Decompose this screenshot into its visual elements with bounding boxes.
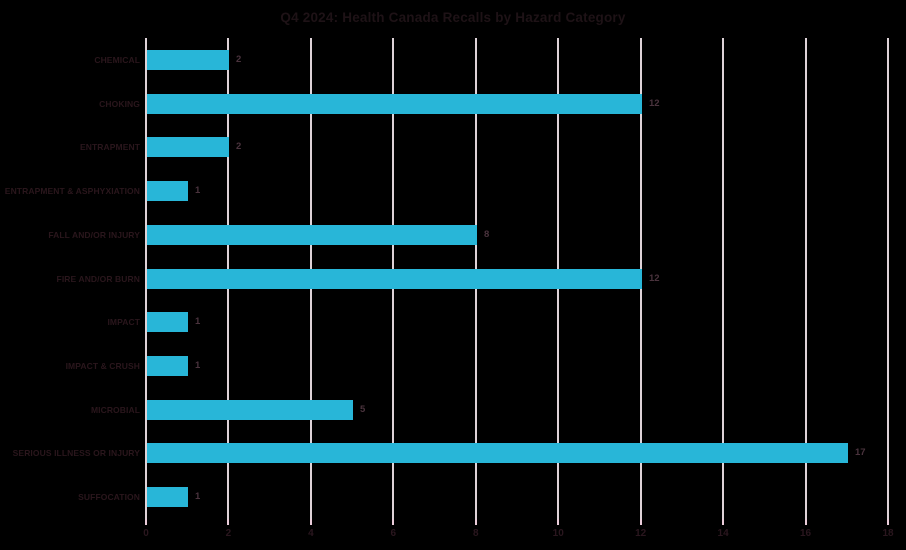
category-label: SERIOUS ILLNESS OR INJURY [12, 448, 140, 458]
x-tick-label: 0 [143, 528, 149, 539]
x-tick-mark [309, 519, 312, 525]
x-tick-label: 8 [472, 528, 479, 539]
x-tick-mark [474, 519, 477, 525]
x-tick-mark [557, 519, 560, 525]
category-label: ENTRAPMENT [79, 142, 140, 152]
bar-value-label: 1 [195, 316, 201, 327]
category-label: IMPACT & CRUSH [65, 361, 140, 371]
bar [147, 312, 188, 332]
gridline [887, 38, 889, 519]
x-tick-mark [145, 519, 147, 525]
bar-value-label: 12 [649, 98, 660, 109]
x-tick-label: 6 [390, 528, 397, 539]
bar [147, 50, 229, 70]
x-tick-mark [392, 519, 395, 525]
x-tick-mark [722, 519, 725, 525]
category-label: CHEMICAL [94, 55, 140, 65]
bar-value-label: 8 [484, 229, 490, 240]
bar-value-label: 1 [195, 491, 201, 502]
bar-value-label: 2 [236, 54, 242, 65]
plot-area: 2 12 2 1 8 12 1 1 5 17 1 [145, 38, 889, 519]
x-tick-label: 12 [635, 528, 647, 539]
x-tick-label: 4 [308, 528, 314, 539]
category-label: CHOKING [99, 99, 140, 109]
x-tick-label: 2 [225, 528, 232, 539]
bar-value-label: 12 [649, 273, 660, 284]
category-label: MICROBIAL [90, 405, 140, 415]
category-label: FALL AND/OR INJURY [48, 230, 140, 240]
x-tick-label: 10 [552, 528, 564, 539]
bar [147, 269, 642, 289]
x-tick-label: 14 [717, 528, 729, 539]
bar-value-label: 17 [855, 447, 866, 458]
category-label: ENTRAPMENT & ASPHYXIATION [4, 186, 140, 196]
x-tick-mark [639, 519, 642, 525]
x-tick-label: 18 [882, 528, 894, 539]
bar-value-label: 2 [236, 141, 242, 152]
bar-value-label: 5 [360, 404, 366, 415]
x-tick-mark [887, 519, 889, 525]
bar [147, 137, 229, 157]
bar [147, 487, 188, 507]
bar [147, 225, 477, 245]
x-tick-mark [227, 519, 230, 525]
category-label: SUFFOCATION [78, 492, 140, 502]
bar [147, 94, 642, 114]
category-label: IMPACT [107, 317, 140, 327]
chart-title: Q4 2024: Health Canada Recalls by Hazard… [280, 10, 626, 25]
gridline [722, 38, 725, 519]
bar [147, 181, 188, 201]
gridline [145, 38, 147, 519]
bar-value-label: 1 [195, 360, 201, 371]
gridline [804, 38, 807, 519]
bar [147, 356, 188, 376]
bar [147, 400, 353, 420]
x-tick-label: 16 [799, 528, 812, 539]
category-label: FIRE AND/OR BURN [56, 274, 140, 284]
bar-value-label: 1 [195, 185, 201, 196]
x-tick-mark [804, 519, 807, 525]
bar [147, 443, 848, 463]
